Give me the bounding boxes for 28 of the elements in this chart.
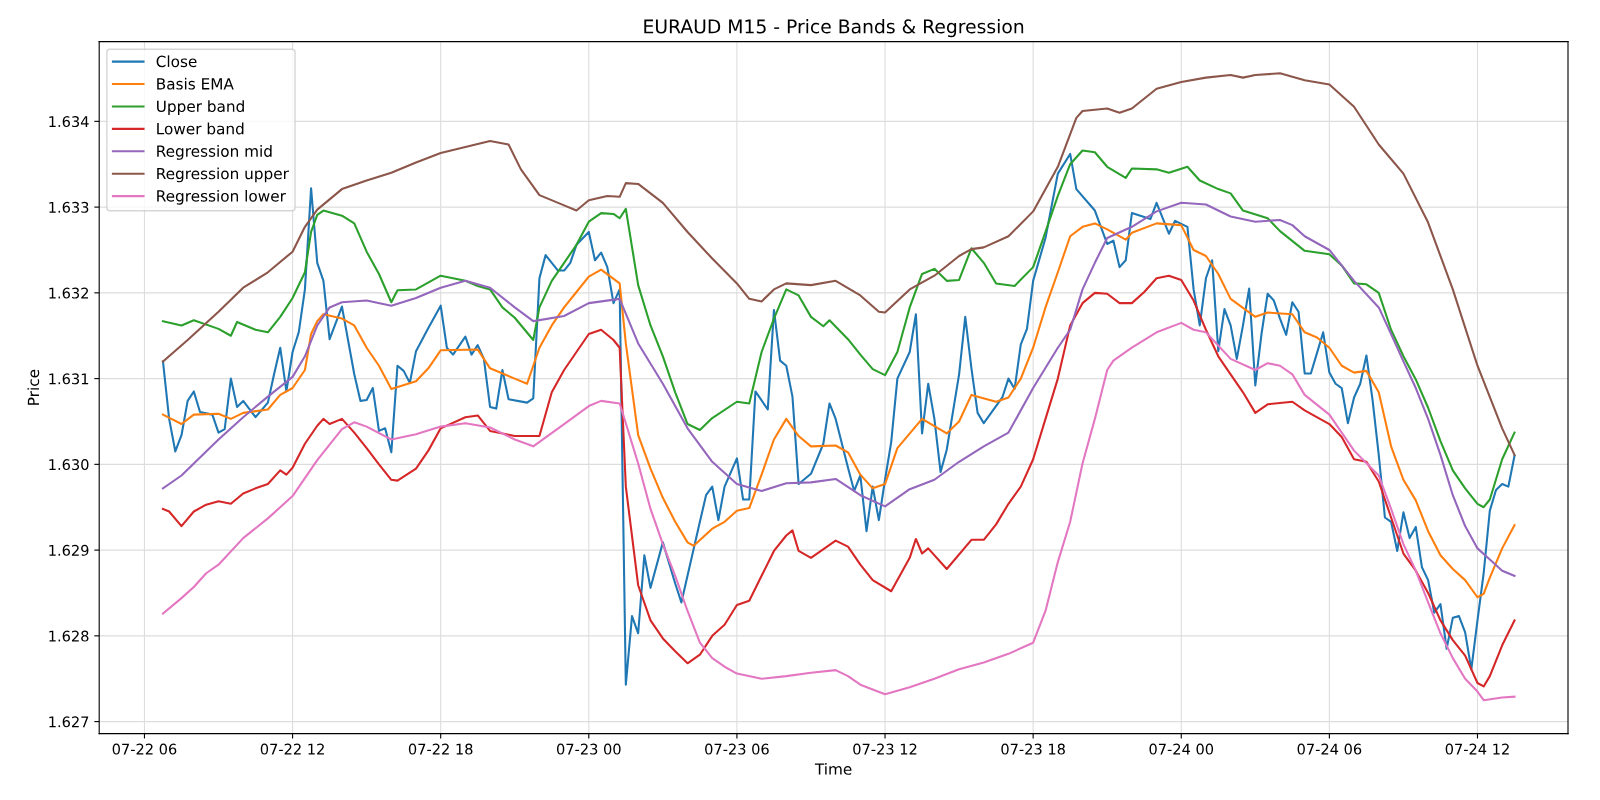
x-tick-label: 07-24 12 bbox=[1445, 743, 1509, 755]
x-tick-label: 07-24 06 bbox=[1297, 743, 1362, 755]
y-tick-label: 1.634 bbox=[49, 116, 89, 128]
x-tick-label: 07-23 06 bbox=[705, 743, 769, 755]
x-tick-label: 07-22 18 bbox=[408, 743, 473, 755]
legend-label: Regression lower bbox=[157, 189, 286, 205]
y-tick-label: 1.633 bbox=[49, 201, 89, 213]
y-tick-label: 1.627 bbox=[49, 716, 89, 728]
y-tick-label: 1.632 bbox=[49, 287, 89, 299]
x-axis-title: Time bbox=[814, 762, 852, 775]
legend-label: Close bbox=[156, 55, 197, 68]
x-tick-label: 07-24 00 bbox=[1149, 743, 1214, 755]
x-tick-label: 07-22 06 bbox=[112, 743, 177, 755]
x-tick-label: 07-23 18 bbox=[1001, 743, 1065, 755]
y-tick-label: 1.628 bbox=[49, 630, 89, 642]
legend-label: Regression mid bbox=[157, 145, 272, 160]
x-tick-label: 07-23 12 bbox=[853, 743, 917, 755]
y-tick-label: 1.631 bbox=[49, 373, 89, 385]
y-axis-title: Price bbox=[27, 369, 40, 405]
chart-title: EURAUD M15 - Price Bands & Regression bbox=[644, 19, 1024, 38]
y-tick-label: 1.630 bbox=[49, 459, 89, 471]
legend-label: Basis EMA bbox=[157, 77, 234, 90]
legend-label: Lower band bbox=[157, 122, 244, 135]
y-tick-label: 1.629 bbox=[49, 544, 89, 556]
x-tick-label: 07-23 00 bbox=[556, 743, 621, 755]
x-tick-label: 07-22 12 bbox=[260, 743, 324, 755]
legend-label: Regression upper bbox=[157, 167, 289, 183]
legend-label: Upper band bbox=[157, 100, 244, 115]
